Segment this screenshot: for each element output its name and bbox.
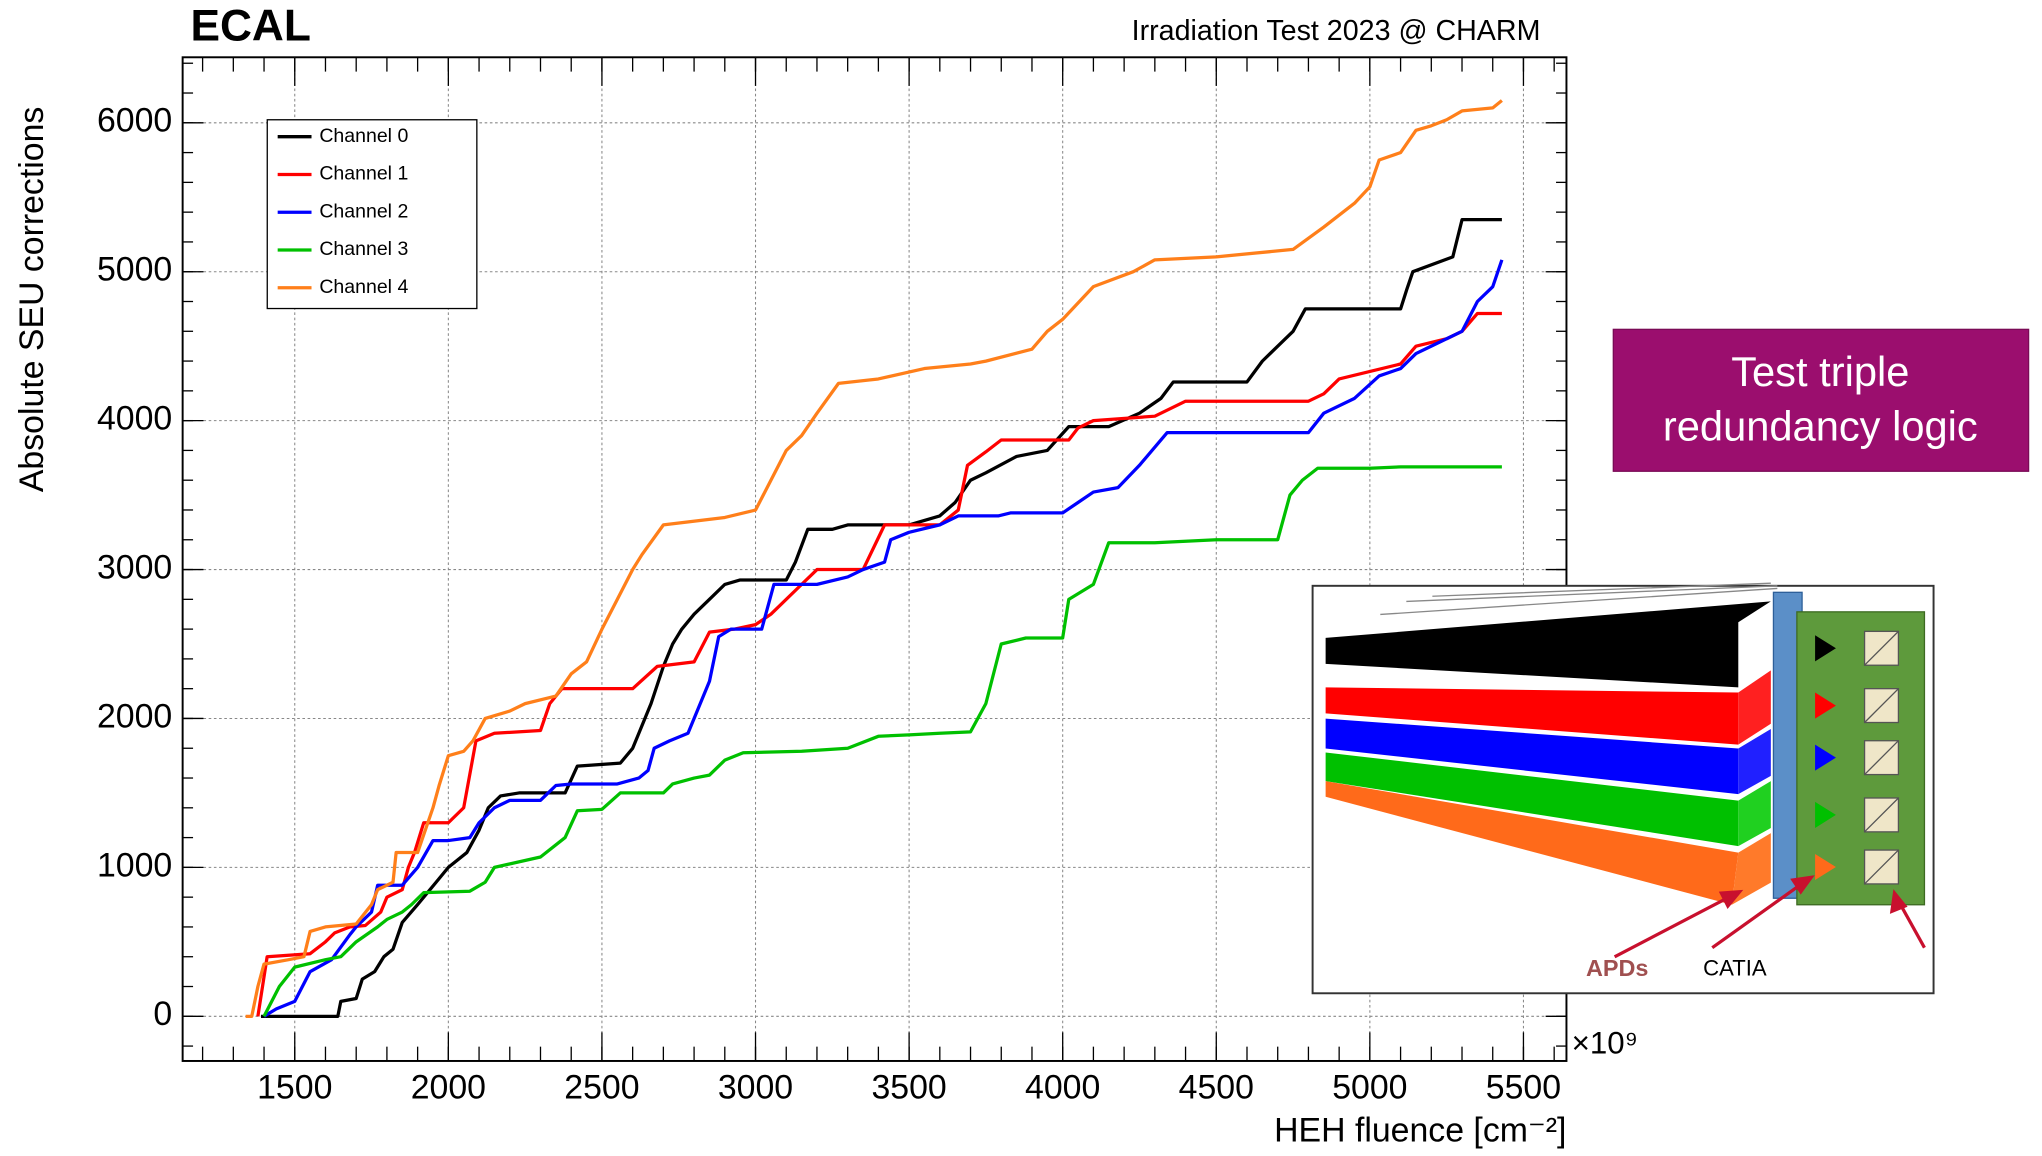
x-tick-label: 3000 — [718, 1069, 793, 1107]
adc-squares — [1863, 630, 1900, 885]
legend-label: Channel 0 — [319, 125, 408, 147]
crystal-bar — [1325, 718, 1739, 795]
x-tick-label: 4000 — [1025, 1069, 1100, 1107]
plot-frame — [181, 56, 1568, 1062]
amp-triangle — [1815, 853, 1836, 881]
chart-subtitle: Irradiation Test 2023 @ CHARM — [1132, 15, 1541, 47]
crystal-bar — [1325, 601, 1771, 688]
y-tick-label: 2000 — [97, 697, 172, 735]
x-tick-label: 3500 — [871, 1069, 946, 1107]
legend-label: Channel 3 — [319, 238, 408, 260]
series-line — [245, 99, 1503, 1018]
y-tick-label: 4000 — [97, 400, 172, 438]
callout-text: redundancy logic — [1663, 403, 1978, 450]
inset-arrows — [1613, 875, 1926, 959]
callout-text: Test triple — [1731, 348, 1909, 395]
y-tick-label: 1000 — [97, 846, 172, 884]
x-tick-label: 2500 — [564, 1069, 639, 1107]
amp-triangle — [1815, 744, 1836, 771]
y-tick-label: 6000 — [97, 102, 172, 140]
crystal-bar — [1325, 781, 1739, 905]
y-axis-label: Absolute SEU corrections — [13, 107, 51, 492]
legend-label: Channel 1 — [319, 163, 408, 185]
inset-sketch — [1380, 582, 1778, 616]
legend-box — [266, 119, 478, 310]
x-tick-label: 4500 — [1179, 1069, 1254, 1107]
inset-label: APDs — [1586, 955, 1648, 981]
series-line — [262, 465, 1502, 1018]
x-multiplier: ×10⁹ — [1572, 1026, 1638, 1061]
crystal-face — [1731, 833, 1771, 905]
x-axis-label: HEH fluence [cm⁻²] — [1274, 1112, 1566, 1150]
callout-box — [1612, 328, 2030, 472]
amp-triangle — [1815, 801, 1836, 828]
y-tick-label: 3000 — [97, 548, 172, 586]
crystal-face — [1738, 781, 1771, 847]
inset-diagram: APDs CATIA — [1311, 582, 1935, 995]
crystal-face — [1738, 670, 1771, 745]
series-line — [256, 311, 1502, 1017]
legend-label: Channel 2 — [319, 200, 408, 222]
amp-triangle — [1815, 692, 1836, 719]
inset-label: CATIA — [1703, 956, 1767, 981]
x-tick-label: 5000 — [1332, 1069, 1407, 1107]
crystal-bar — [1325, 752, 1739, 847]
chart-title: ECAL — [190, 1, 310, 50]
crystal-face — [1738, 729, 1771, 795]
series-line — [263, 259, 1504, 1018]
y-tick-label: 0 — [153, 995, 172, 1033]
y-tick-label: 5000 — [97, 251, 172, 289]
x-tick-label: 1500 — [257, 1069, 332, 1107]
x-tick-label: 5500 — [1486, 1069, 1561, 1107]
x-tick-label: 2000 — [411, 1069, 486, 1107]
amp-triangle — [1815, 635, 1836, 662]
crystal-bar — [1325, 687, 1739, 745]
plot-area: 0 1000 2000 3000 4000 5000 6000 1500 2000 2500 300… — [97, 56, 1568, 1107]
legend-label: Channel 4 — [319, 276, 408, 298]
